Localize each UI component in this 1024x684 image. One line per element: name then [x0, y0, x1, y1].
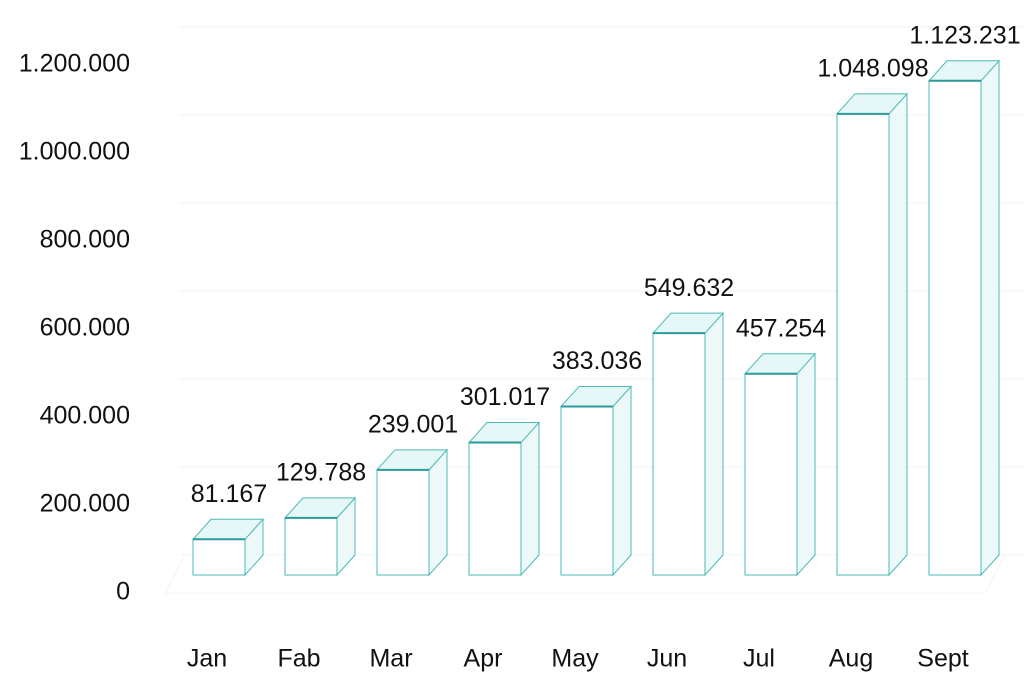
value-label: 1.123.231	[909, 21, 1020, 49]
bar	[560, 405, 614, 576]
bar	[376, 469, 430, 576]
value-label: 81.167	[191, 480, 267, 508]
bar	[744, 373, 798, 576]
x-tick-label: Jun	[647, 645, 687, 673]
value-label: 457.254	[736, 314, 826, 342]
bar	[284, 517, 338, 576]
bar-side	[980, 59, 1000, 577]
bar	[652, 332, 706, 576]
bar	[928, 80, 982, 576]
x-tick-label: Jan	[187, 645, 227, 673]
x-tick-label: Fab	[277, 645, 320, 673]
x-tick-label: Jul	[743, 645, 775, 673]
x-tick-label: Aug	[829, 645, 873, 673]
bar-side	[796, 352, 816, 577]
y-tick-label: 800.000	[40, 226, 130, 254]
y-tick-label: 600.000	[40, 314, 130, 342]
bar	[836, 113, 890, 576]
value-label: 239.001	[368, 410, 458, 438]
bar-side	[612, 385, 632, 577]
value-label: 1.048.098	[817, 54, 928, 82]
y-tick-label: 1.200.000	[19, 50, 130, 78]
value-label: 301.017	[460, 383, 550, 411]
x-tick-label: Sept	[917, 645, 968, 673]
y-tick-label: 200.000	[40, 490, 130, 518]
bar	[192, 538, 246, 576]
x-tick-label: May	[551, 645, 599, 673]
bar-side	[520, 421, 540, 577]
floor	[164, 554, 1006, 594]
value-label: 383.036	[552, 347, 642, 375]
bar	[468, 442, 522, 576]
bar-side	[428, 448, 448, 577]
value-label: 129.788	[276, 459, 366, 487]
x-tick-label: Apr	[464, 645, 503, 673]
y-tick-label: 0	[116, 578, 130, 606]
y-tick-label: 1.000.000	[19, 138, 130, 166]
bar-side	[888, 92, 908, 577]
value-label: 549.632	[644, 274, 734, 302]
y-tick-label: 400.000	[40, 402, 130, 430]
x-tick-label: Mar	[369, 645, 412, 673]
bar-side	[704, 311, 724, 577]
